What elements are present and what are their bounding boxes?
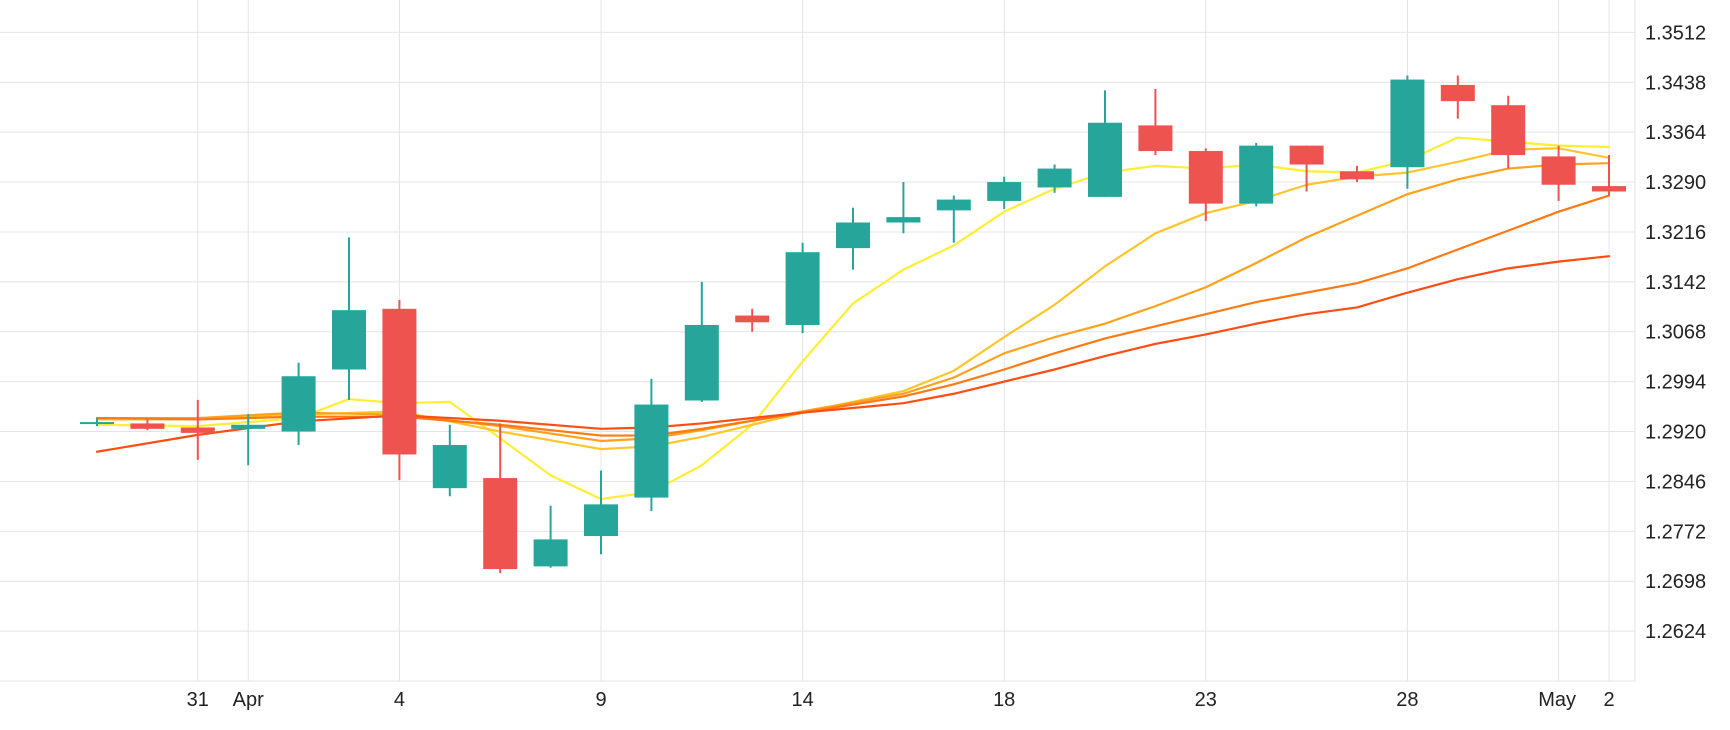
candle-body	[1088, 122, 1122, 197]
candle-body	[836, 222, 870, 249]
candle-body	[483, 478, 518, 570]
candle-body	[1491, 105, 1526, 156]
candle	[1592, 155, 1626, 196]
candle	[1289, 145, 1324, 192]
candle-body	[785, 252, 820, 325]
x-tick-label: 31	[187, 689, 209, 711]
candle	[1239, 142, 1274, 207]
y-tick-label: 1.2994	[1645, 372, 1706, 394]
candle	[584, 470, 618, 555]
candle	[1188, 148, 1223, 222]
candle	[1340, 165, 1374, 183]
y-tick-label: 1.3068	[1645, 322, 1706, 344]
candle	[785, 242, 820, 334]
candle	[1037, 164, 1072, 193]
candle-body	[1289, 145, 1324, 165]
candle	[432, 424, 467, 497]
candle-layer	[80, 75, 1626, 574]
y-tick-label: 1.3364	[1645, 122, 1706, 144]
candle-body	[332, 310, 366, 370]
candle-body	[735, 315, 770, 323]
candle-body	[281, 376, 316, 432]
y-tick-label: 1.2698	[1645, 571, 1706, 593]
candle	[634, 378, 669, 512]
candle-body	[80, 422, 114, 425]
y-tick-label: 1.3438	[1645, 72, 1706, 94]
candle-body	[180, 427, 215, 433]
moving-average-line-2	[95, 147, 1611, 451]
candle-body	[886, 217, 921, 223]
candle	[281, 362, 316, 446]
candle	[130, 419, 165, 431]
candle	[1088, 90, 1122, 197]
candle	[684, 281, 719, 402]
y-tick-label: 1.2624	[1645, 621, 1706, 643]
candle-body	[533, 539, 568, 567]
candle	[1541, 145, 1576, 201]
candle	[483, 423, 518, 574]
candle	[836, 207, 870, 270]
candle	[886, 182, 921, 234]
y-tick-label: 1.3216	[1645, 222, 1706, 244]
candle	[231, 413, 266, 466]
x-tick-label: 2	[1603, 689, 1614, 711]
candle	[735, 308, 770, 332]
candle	[180, 399, 215, 460]
axis-layer: 1.2624 1.2698 1.2772 1.2846 1.2920 1.2994 1.30…	[0, 0, 1706, 711]
candle	[987, 176, 1022, 210]
candle	[936, 195, 971, 243]
candle-body	[684, 324, 719, 401]
candle-body	[231, 424, 266, 429]
candle	[1440, 75, 1475, 119]
candle-body	[1138, 125, 1173, 152]
x-tick-label: 18	[993, 689, 1015, 711]
candle-body	[1340, 171, 1374, 180]
candle	[382, 300, 417, 481]
x-tick-label: May	[1538, 689, 1576, 711]
candle-body	[1239, 145, 1274, 204]
candle-body	[634, 404, 669, 498]
candle-body	[1037, 168, 1072, 188]
y-tick-label: 1.3512	[1645, 22, 1706, 44]
grid-layer	[0, 0, 1635, 681]
candle-body	[382, 308, 417, 455]
x-tick-label: Apr	[233, 689, 264, 711]
candle	[1138, 89, 1173, 156]
moving-average-line-4	[95, 194, 1611, 437]
series-layer	[95, 136, 1611, 501]
candle	[533, 505, 568, 568]
candle-body	[1440, 84, 1475, 102]
candle-body	[1188, 151, 1223, 204]
y-tick-label: 1.3142	[1645, 272, 1706, 294]
candle-body	[1390, 79, 1425, 168]
x-tick-label: 4	[394, 689, 405, 711]
candle-body	[432, 445, 467, 489]
candle	[80, 418, 114, 427]
candle-body	[1541, 156, 1576, 185]
candle	[1491, 95, 1526, 169]
x-tick-label: 9	[595, 689, 606, 711]
x-tick-label: 28	[1396, 689, 1418, 711]
candle	[332, 237, 366, 400]
candle-body	[987, 182, 1022, 201]
x-tick-label: 14	[791, 689, 813, 711]
y-tick-label: 1.2920	[1645, 422, 1706, 444]
candle-body	[130, 423, 165, 429]
x-tick-label: 23	[1195, 689, 1217, 711]
y-tick-label: 1.3290	[1645, 172, 1706, 194]
candle-body	[1592, 186, 1626, 192]
candle-body	[584, 504, 618, 537]
y-tick-label: 1.2846	[1645, 471, 1706, 493]
candle	[1390, 75, 1425, 189]
moving-average-line-5	[95, 255, 1611, 453]
candle-body	[936, 199, 971, 211]
y-tick-label: 1.2772	[1645, 521, 1706, 543]
moving-average-line-1	[95, 136, 1611, 501]
moving-average-line-3	[95, 162, 1611, 443]
